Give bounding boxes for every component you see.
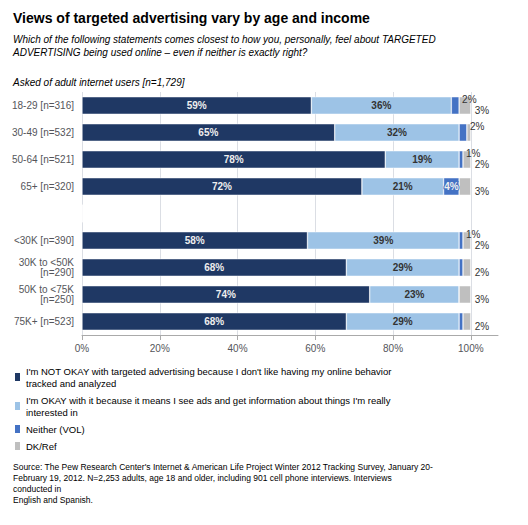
svg-text:50-64 [n=521]: 50-64 [n=521] — [12, 154, 74, 165]
svg-text:February 19, 2012. N=2,253 adu: February 19, 2012. N=2,253 adults, age 1… — [13, 473, 394, 483]
svg-text:English and Spanish.: English and Spanish. — [13, 495, 93, 505]
svg-text:74%: 74% — [216, 289, 236, 300]
svg-text:2%: 2% — [475, 321, 490, 332]
svg-text:I'm OKAY with it because it me: I'm OKAY with it because it means I see … — [26, 395, 393, 406]
svg-text:3%: 3% — [475, 105, 490, 116]
svg-text:30K to <50K: 30K to <50K — [18, 257, 74, 268]
svg-text:65+ [n=320]: 65+ [n=320] — [21, 181, 75, 192]
svg-text:Asked of adult internet users: Asked of adult internet users [n=1,729] — [12, 77, 185, 88]
svg-text:2%: 2% — [462, 94, 477, 105]
svg-text:2%: 2% — [475, 240, 490, 251]
svg-text:65%: 65% — [198, 127, 218, 138]
svg-text:4%: 4% — [444, 181, 459, 192]
svg-text:19%: 19% — [412, 154, 432, 165]
svg-text:[n=250]: [n=250] — [40, 294, 74, 305]
svg-text:29%: 29% — [393, 316, 413, 327]
svg-text:Which of the following stateme: Which of the following statements comes … — [13, 34, 436, 45]
svg-text:18-29 [n=316]: 18-29 [n=316] — [12, 100, 74, 111]
svg-text:2%: 2% — [475, 159, 490, 170]
svg-text:DK/Ref: DK/Ref — [26, 441, 57, 452]
svg-text:68%: 68% — [204, 262, 224, 273]
svg-text:tracked and analyzed: tracked and analyzed — [26, 378, 116, 389]
svg-text:3%: 3% — [475, 186, 490, 197]
svg-text:I'm NOT OKAY with targeted adv: I'm NOT OKAY with targeted advertising b… — [26, 366, 394, 377]
svg-text:3%: 3% — [475, 294, 490, 305]
svg-text:72%: 72% — [212, 181, 232, 192]
svg-text:29%: 29% — [393, 262, 413, 273]
svg-text:39%: 39% — [373, 235, 393, 246]
svg-text:32%: 32% — [387, 127, 407, 138]
svg-text:Neither (VOL): Neither (VOL) — [26, 424, 85, 435]
svg-text:23%: 23% — [404, 289, 424, 300]
svg-text:Views of targeted advertising: Views of targeted advertising vary by ag… — [13, 10, 370, 26]
svg-text:Source: The Pew Research Cente: Source: The Pew Research Center's Intern… — [13, 462, 433, 472]
svg-text:30-49 [n=532]: 30-49 [n=532] — [12, 127, 74, 138]
svg-text:2%: 2% — [470, 121, 485, 132]
svg-text:59%: 59% — [187, 100, 207, 111]
svg-text:20%: 20% — [150, 343, 170, 354]
svg-text:58%: 58% — [185, 235, 205, 246]
svg-text:2%: 2% — [475, 267, 490, 278]
svg-text:36%: 36% — [371, 100, 391, 111]
svg-text:<30K [n=390]: <30K [n=390] — [14, 235, 74, 246]
svg-text:40%: 40% — [228, 343, 248, 354]
svg-text:68%: 68% — [204, 316, 224, 327]
svg-text:60%: 60% — [305, 343, 325, 354]
svg-text:1%: 1% — [466, 148, 481, 159]
svg-text:21%: 21% — [393, 181, 413, 192]
svg-text:75K+ [n=523]: 75K+ [n=523] — [14, 316, 74, 327]
svg-text:78%: 78% — [224, 154, 244, 165]
svg-text:ADVERTISING being used online: ADVERTISING being used online – even if … — [12, 47, 308, 58]
svg-text:100%: 100% — [458, 343, 484, 354]
svg-text:1%: 1% — [466, 229, 481, 240]
svg-text:[n=290]: [n=290] — [40, 267, 74, 278]
svg-text:80%: 80% — [383, 343, 403, 354]
svg-text:conducted in: conducted in — [13, 484, 61, 494]
svg-text:interested in: interested in — [26, 407, 78, 418]
svg-text:50K to <75K: 50K to <75K — [18, 284, 74, 295]
svg-text:0%: 0% — [75, 343, 90, 354]
